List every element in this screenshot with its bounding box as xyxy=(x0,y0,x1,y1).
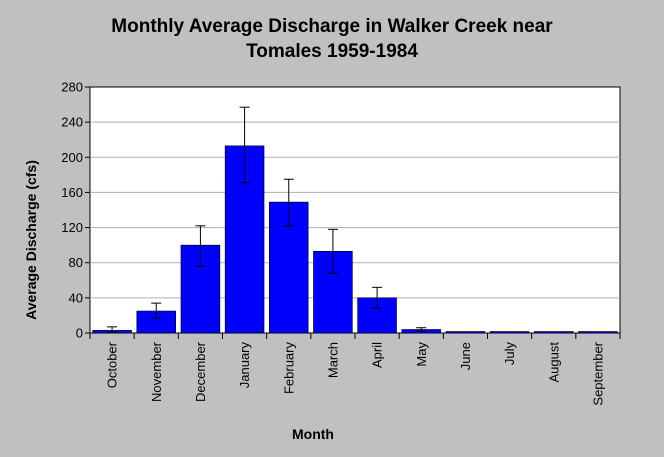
bar-august xyxy=(534,331,574,334)
x-axis: October November December January February Ma… xyxy=(89,333,621,406)
bar-september xyxy=(578,331,618,334)
y-tick-label: 40 xyxy=(69,290,83,305)
y-axis-title: Average Discharge (cfs) xyxy=(23,160,39,320)
x-tick-label: August xyxy=(546,342,561,383)
gridlines xyxy=(90,121,620,299)
plot-area xyxy=(89,86,621,334)
x-axis-title: Month xyxy=(292,426,334,442)
y-tick-label: 240 xyxy=(61,115,83,130)
y-tick-label: 160 xyxy=(61,185,83,200)
x-tick-label: November xyxy=(149,341,164,402)
x-tick-label: April xyxy=(370,342,385,368)
y-axis: 0 40 80 120 160 200 240 280 xyxy=(61,80,90,341)
x-tick-label: July xyxy=(502,342,517,366)
y-tick-label: 200 xyxy=(61,150,83,165)
error-bars xyxy=(107,106,427,333)
x-tick-label: December xyxy=(193,341,208,402)
bars xyxy=(92,145,618,334)
x-tick-label: June xyxy=(458,342,473,370)
bar-june xyxy=(445,331,486,334)
chart-title-line-2: Tomales 1959-1984 xyxy=(246,41,418,62)
chart-title-line-1: Monthly Average Discharge in Walker Cree… xyxy=(111,16,553,37)
x-tick-label: March xyxy=(325,342,340,378)
y-tick-label: 280 xyxy=(61,80,83,95)
y-tick-label: 120 xyxy=(61,220,83,235)
x-tick-label: January xyxy=(237,342,252,389)
x-tick-label: February xyxy=(281,342,296,395)
x-tick-label: October xyxy=(105,341,120,388)
y-tick-label: 0 xyxy=(76,326,83,341)
x-tick-label: September xyxy=(590,341,605,405)
bar-july xyxy=(489,331,530,334)
x-tick-label: May xyxy=(414,342,429,367)
y-tick-label: 80 xyxy=(69,255,83,270)
